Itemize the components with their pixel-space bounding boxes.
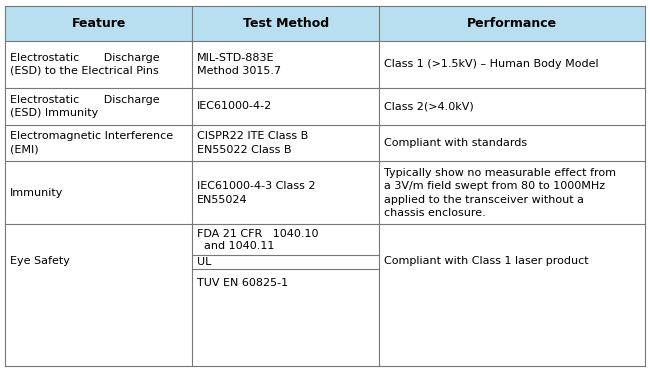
Text: Class 1 (>1.5kV) – Human Body Model: Class 1 (>1.5kV) – Human Body Model [384,59,599,69]
Bar [379,6,645,41]
Bar [379,41,645,88]
Text: Immunity: Immunity [10,188,64,198]
Bar [192,41,379,88]
Text: TUV EN 60825-1: TUV EN 60825-1 [197,278,289,288]
Bar [192,161,379,224]
Text: Test Method: Test Method [242,16,329,29]
Bar [192,6,379,41]
Text: Compliant with standards: Compliant with standards [384,138,527,148]
Text: Electrostatic       Discharge
(ESD) to the Electrical Pins: Electrostatic Discharge (ESD) to the Ele… [10,52,160,76]
Bar [5,125,192,161]
Text: FDA 21 CFR   1040.10
  and 1040.11: FDA 21 CFR 1040.10 and 1040.11 [197,229,318,251]
Bar [192,125,379,161]
Text: UL: UL [197,257,211,267]
Bar [5,88,192,125]
Bar [5,41,192,88]
Bar [379,88,645,125]
Text: Typically show no measurable effect from
a 3V/m field swept from 80 to 1000MHz
a: Typically show no measurable effect from… [384,168,616,218]
Text: Class 2(>4.0kV): Class 2(>4.0kV) [384,101,474,111]
Text: Performance: Performance [467,16,557,29]
Text: Feature: Feature [72,16,126,29]
Bar [5,6,192,41]
Text: Electromagnetic Interference
(EMI): Electromagnetic Interference (EMI) [10,131,174,155]
Bar [379,125,645,161]
Bar [5,161,192,224]
Text: Electrostatic       Discharge
(ESD) Immunity: Electrostatic Discharge (ESD) Immunity [10,94,160,118]
Bar [5,224,192,298]
Text: IEC61000-4-2: IEC61000-4-2 [197,101,272,111]
Text: Compliant with Class 1 laser product: Compliant with Class 1 laser product [384,256,589,266]
Bar [379,161,645,224]
Text: Eye Safety: Eye Safety [10,256,70,266]
Text: IEC61000-4-3 Class 2
EN55024: IEC61000-4-3 Class 2 EN55024 [197,182,316,205]
Text: CISPR22 ITE Class B
EN55022 Class B: CISPR22 ITE Class B EN55022 Class B [197,131,308,155]
Bar [192,224,379,298]
Bar [192,88,379,125]
Text: MIL-STD-883E
Method 3015.7: MIL-STD-883E Method 3015.7 [197,52,281,76]
Bar [379,224,645,298]
